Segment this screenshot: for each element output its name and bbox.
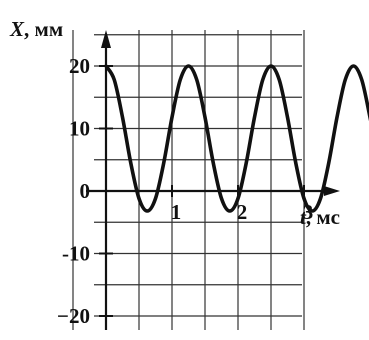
y-axis-arrow-icon <box>101 30 111 48</box>
y-tick-label: 20 <box>69 54 90 78</box>
x-axis-label: t, мс <box>300 205 340 229</box>
x-tick-label: 2 <box>237 200 248 224</box>
y-tick-label: -10 <box>62 242 90 266</box>
y-axis-label: X, мм <box>9 17 63 41</box>
grid <box>72 30 305 330</box>
x-axis-label-unit: , мс <box>306 205 340 229</box>
y-axis-label-var: X <box>9 17 25 41</box>
y-axis-label-unit: , мм <box>24 17 63 41</box>
y-tick-label: 10 <box>69 117 90 141</box>
x-tick-label: 1 <box>171 200 182 224</box>
x-axis-label-var: t <box>300 205 307 229</box>
series-line <box>104 64 369 213</box>
series <box>104 64 369 213</box>
x-axis-arrow-icon <box>324 186 340 196</box>
y-tick-label: 0 <box>80 179 91 203</box>
x-tick-label: 3 <box>303 200 314 224</box>
axes <box>86 30 340 330</box>
y-tick-label: −20 <box>57 304 90 328</box>
